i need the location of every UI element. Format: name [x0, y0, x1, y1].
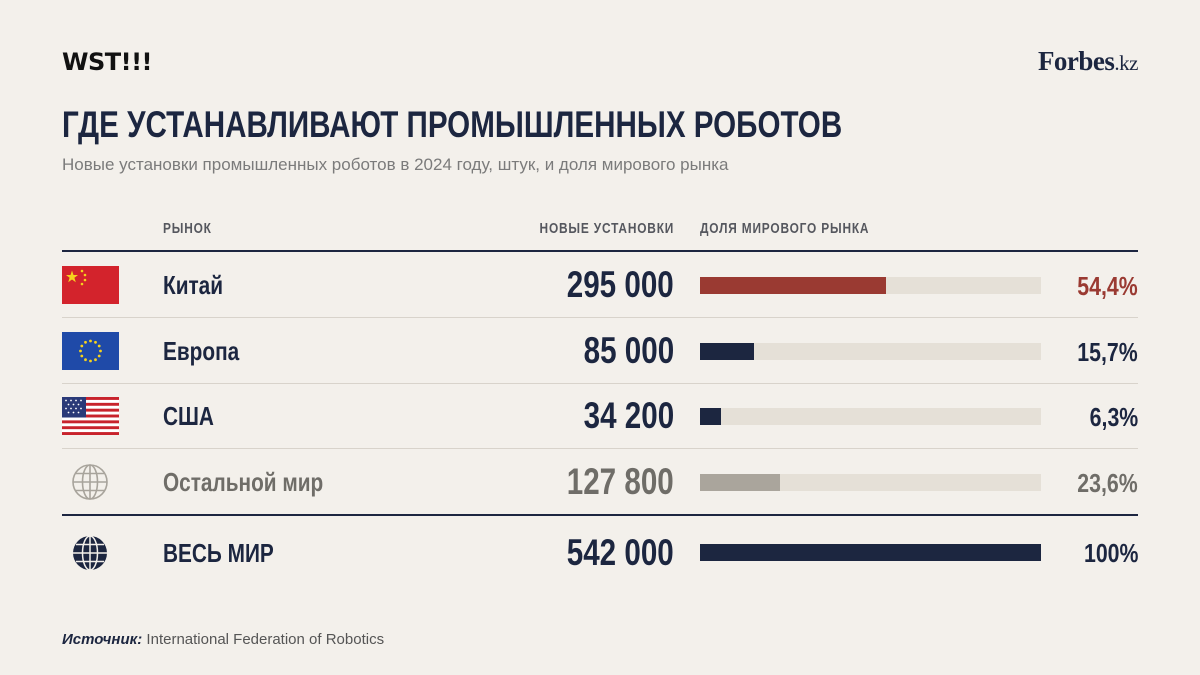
share-value: 100%	[1083, 538, 1138, 568]
chart-subtitle: Новые установки промышленных роботов в 2…	[62, 155, 729, 174]
chart-title: ГДЕ УСТАНАВЛИВАЮТ ПРОМЫШЛЕННЫХ РОБОТОВ	[62, 104, 843, 145]
column-header-market: РЫНОК	[163, 221, 212, 237]
column-header-installations: НОВЫЕ УСТАНОВКИ	[539, 221, 674, 237]
share-bar-fill	[700, 544, 1041, 561]
eu-flag-icon	[62, 332, 119, 370]
market-name: Европа	[163, 336, 240, 366]
installations-value: 85 000	[583, 330, 674, 371]
market-name: Китай	[163, 270, 224, 300]
source-text: International Federation of Robotics	[142, 631, 385, 648]
total-divider	[62, 514, 1138, 516]
share-bar-fill	[700, 343, 754, 360]
usa-flag-icon	[62, 397, 119, 435]
share-bar-track	[700, 343, 1041, 360]
market-name: США	[163, 401, 214, 431]
table-row-rest-of-world: Остальной мир 127 800 23,6%	[62, 449, 1138, 514]
column-header-share: ДОЛЯ МИРОВОГО РЫНКА	[700, 221, 870, 237]
share-bar-fill	[700, 277, 886, 294]
market-name: Остальной мир	[163, 467, 324, 497]
logo-main: Forbes	[1037, 46, 1115, 76]
share-bar-fill	[700, 408, 722, 425]
installations-value: 295 000	[567, 264, 674, 305]
header-divider	[62, 250, 1138, 252]
installations-value: 127 800	[567, 461, 674, 502]
share-value: 23,6%	[1077, 468, 1138, 498]
forbes-logo: Forbes.kz	[1037, 46, 1139, 77]
table-row-total: ВЕСЬ МИР 542 000 100%	[62, 516, 1138, 594]
share-bar-track	[700, 408, 1041, 425]
logo-suffix: .kz	[1114, 51, 1138, 75]
installations-value: 542 000	[567, 532, 674, 573]
share-bar-track	[700, 544, 1041, 561]
china-flag-icon	[62, 266, 119, 304]
table-row-usa: США 34 200 6,3%	[62, 384, 1138, 449]
installations-value: 34 200	[583, 395, 674, 436]
share-bar-track	[700, 474, 1041, 491]
table-row-china: Китай 295 000 54,4%	[62, 253, 1138, 318]
share-bar-fill	[700, 474, 781, 491]
source-note: Источник: International Federation of Ro…	[62, 631, 384, 648]
share-value: 15,7%	[1077, 337, 1138, 367]
source-label: Источник:	[62, 631, 143, 648]
table-row-europe: Европа 85 000 15,7%	[62, 318, 1138, 384]
share-value: 54,4%	[1077, 271, 1138, 301]
market-name: ВЕСЬ МИР	[163, 538, 274, 568]
globe-outline-icon	[71, 463, 109, 501]
share-value: 6,3%	[1089, 402, 1138, 432]
brand-logo: WST!!!	[62, 48, 152, 76]
globe-solid-icon	[71, 534, 109, 572]
share-bar-track	[700, 277, 1041, 294]
